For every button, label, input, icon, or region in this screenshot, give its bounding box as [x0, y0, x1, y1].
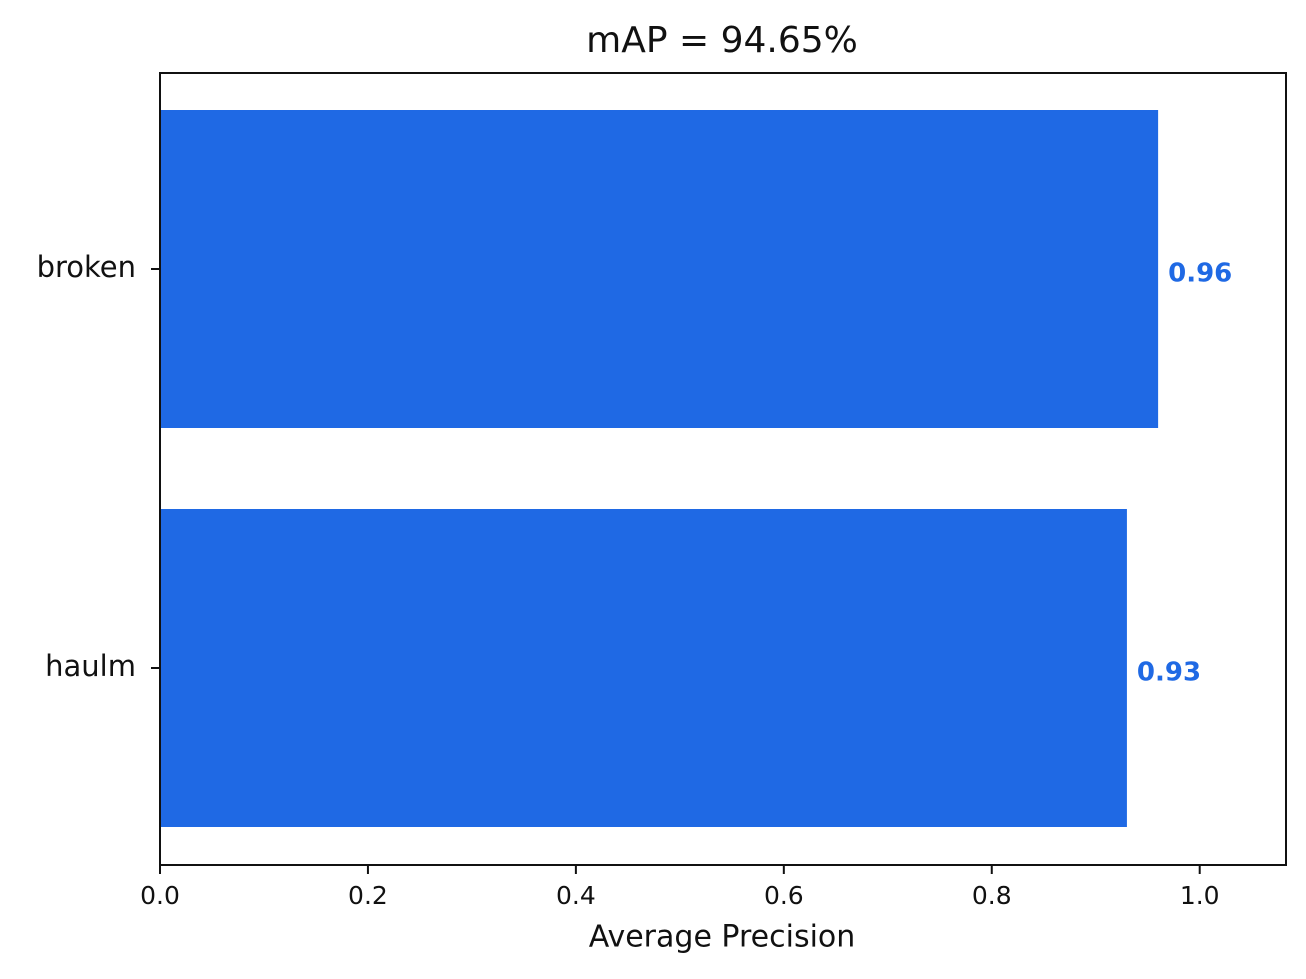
value-label: 0.96: [1168, 259, 1232, 289]
bar: [160, 509, 1127, 827]
x-tick-label: 0.4: [556, 881, 596, 910]
chart-title: mAP = 94.65%: [586, 20, 858, 61]
y-tick-label: haulm: [45, 649, 136, 683]
x-tick-label: 0.2: [348, 881, 388, 910]
value-label: 0.93: [1137, 658, 1201, 688]
x-tick-label: 0.8: [972, 881, 1012, 910]
x-axis-label: Average Precision: [589, 920, 856, 955]
x-tick-label: 1.0: [1180, 881, 1220, 910]
x-tick-label: 0.0: [140, 881, 180, 910]
y-tick-label: broken: [37, 250, 136, 284]
bar: [160, 110, 1159, 428]
plot-frame: [159, 72, 1287, 866]
x-tick-label: 0.6: [764, 881, 804, 910]
